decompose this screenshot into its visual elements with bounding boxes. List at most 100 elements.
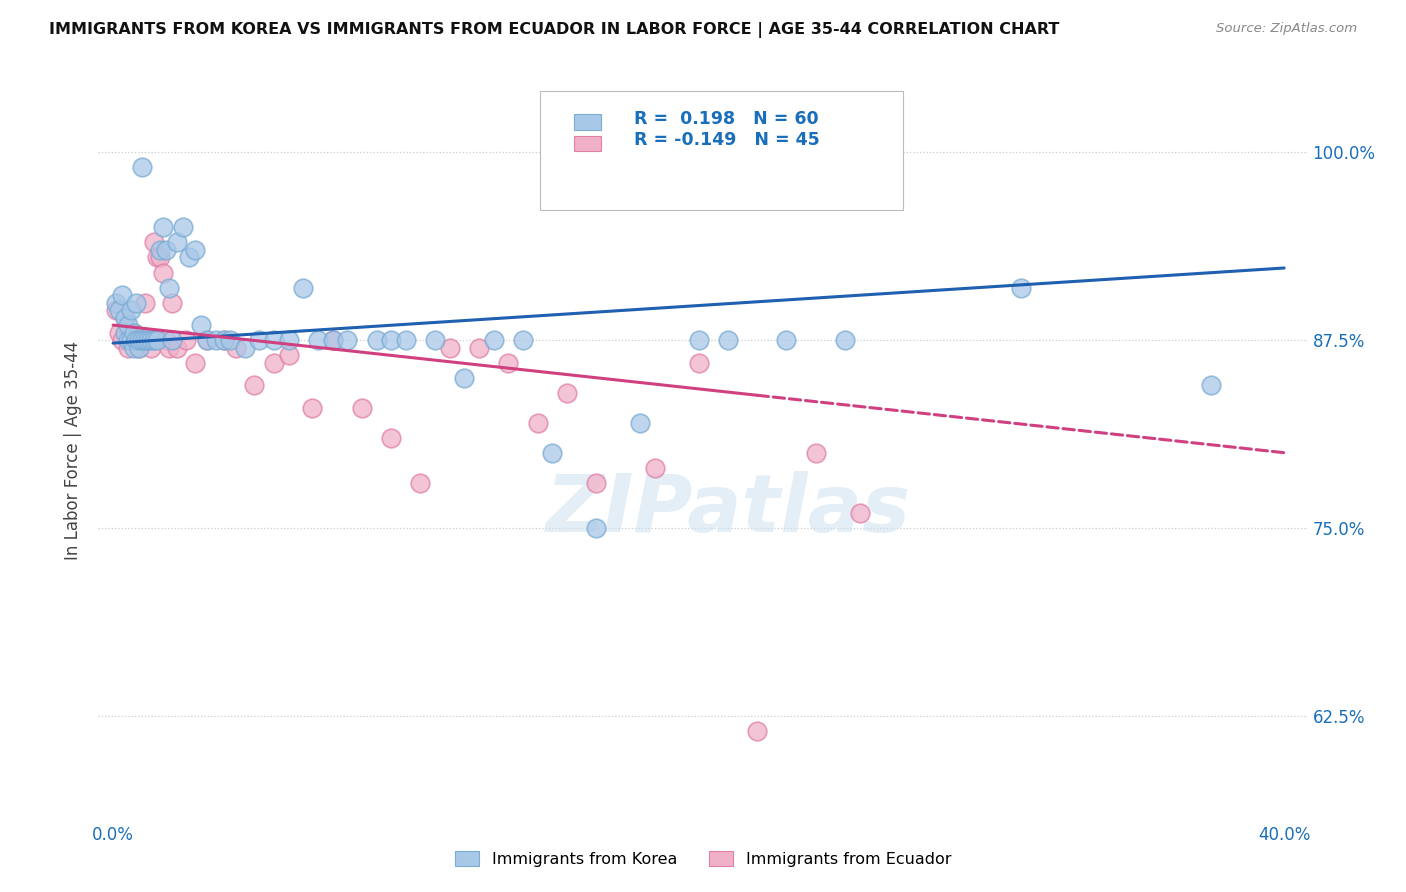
Point [120, 333, 142, 347]
Point [108, 303, 131, 318]
Point [512, 333, 534, 347]
Point [249, 333, 271, 347]
Point [184, 243, 207, 257]
Point [134, 295, 156, 310]
Point [114, 326, 136, 340]
Point [688, 333, 710, 347]
Point [184, 356, 207, 370]
Y-axis label: In Labor Force | Age 35-44: In Labor Force | Age 35-44 [65, 341, 83, 560]
Point [644, 460, 666, 475]
Point [120, 333, 142, 347]
Point [423, 333, 446, 347]
FancyBboxPatch shape [574, 136, 602, 151]
Point [157, 280, 180, 294]
Point [498, 356, 520, 370]
Text: Source: ZipAtlas.com: Source: ZipAtlas.com [1216, 22, 1357, 36]
Point [117, 341, 139, 355]
Point [128, 341, 150, 355]
Point [104, 295, 127, 310]
Point [172, 220, 194, 235]
Point [120, 303, 142, 318]
Point [114, 310, 136, 325]
Point [848, 506, 870, 520]
Point [122, 326, 145, 340]
Text: R =  0.198   N = 60: R = 0.198 N = 60 [634, 110, 818, 128]
Point [409, 475, 432, 490]
Point [395, 333, 418, 347]
Point [143, 235, 166, 250]
Text: IMMIGRANTS FROM KOREA VS IMMIGRANTS FROM ECUADOR IN LABOR FORCE | AGE 35-44 CORR: IMMIGRANTS FROM KOREA VS IMMIGRANTS FROM… [49, 22, 1060, 38]
Point [804, 446, 827, 460]
Text: ZIPatlas: ZIPatlas [544, 471, 910, 549]
Point [139, 341, 162, 355]
Point [114, 310, 136, 325]
Point [277, 333, 299, 347]
Point [233, 341, 256, 355]
Point [174, 333, 197, 347]
Point [322, 333, 344, 347]
Point [160, 295, 183, 310]
Point [834, 333, 856, 347]
Point [195, 333, 218, 347]
Point [152, 220, 174, 235]
Point [277, 348, 299, 362]
Point [134, 333, 156, 347]
Point [136, 333, 159, 347]
Point [439, 341, 461, 355]
Point [131, 333, 153, 347]
Point [131, 333, 153, 347]
Point [179, 251, 201, 265]
Point [628, 416, 651, 430]
Point [225, 341, 247, 355]
Point [242, 378, 264, 392]
Point [688, 356, 710, 370]
Point [482, 333, 505, 347]
Point [322, 333, 344, 347]
Point [541, 446, 564, 460]
Point [307, 333, 329, 347]
Point [292, 280, 315, 294]
Point [1010, 280, 1032, 294]
Point [453, 370, 475, 384]
Point [149, 243, 172, 257]
Point [160, 333, 183, 347]
Point [117, 318, 139, 332]
Point [108, 326, 131, 340]
Point [125, 333, 148, 347]
FancyBboxPatch shape [540, 91, 903, 210]
Point [166, 235, 188, 250]
Point [125, 295, 148, 310]
Point [152, 265, 174, 279]
Legend: Immigrants from Korea, Immigrants from Ecuador: Immigrants from Korea, Immigrants from E… [447, 844, 959, 875]
Point [263, 333, 285, 347]
Point [149, 251, 172, 265]
Point [1199, 378, 1222, 392]
Point [555, 385, 578, 400]
Point [104, 303, 127, 318]
Point [122, 326, 145, 340]
Point [128, 341, 150, 355]
Point [111, 288, 134, 302]
Point [139, 333, 162, 347]
Point [468, 341, 491, 355]
Point [775, 333, 797, 347]
Point [125, 333, 148, 347]
Point [263, 356, 285, 370]
Point [155, 243, 177, 257]
Point [366, 333, 388, 347]
Point [146, 251, 169, 265]
Point [146, 333, 169, 347]
Point [717, 333, 740, 347]
Point [166, 341, 188, 355]
Point [526, 416, 548, 430]
Point [157, 341, 180, 355]
Point [214, 333, 236, 347]
Point [747, 723, 769, 738]
Point [350, 401, 373, 415]
Point [380, 333, 402, 347]
FancyBboxPatch shape [574, 114, 602, 130]
Point [336, 333, 359, 347]
Text: R = -0.149   N = 45: R = -0.149 N = 45 [634, 131, 820, 149]
Point [214, 333, 236, 347]
Point [155, 333, 177, 347]
